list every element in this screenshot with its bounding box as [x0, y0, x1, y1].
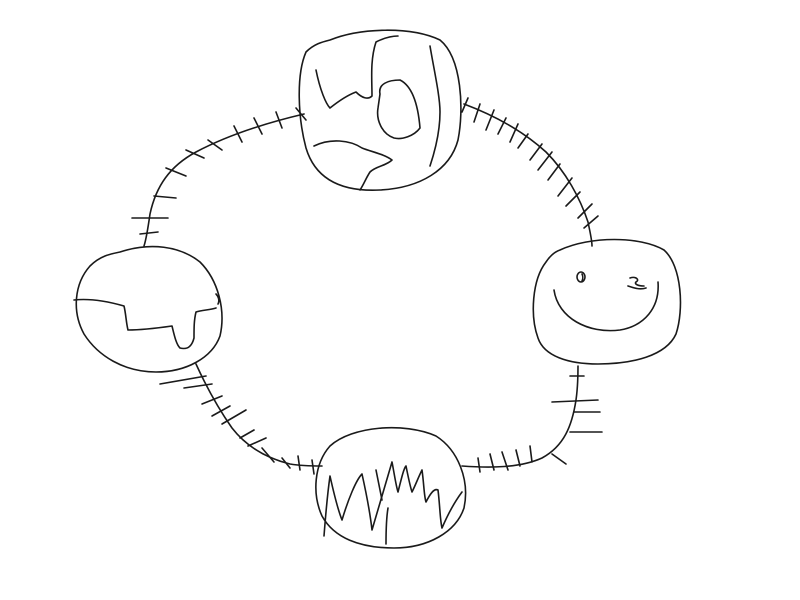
rail-tie: [529, 445, 533, 463]
rail-tie: [461, 97, 469, 113]
rail-top-left: [131, 107, 307, 247]
rail-tie: [517, 133, 529, 149]
rail-tie: [211, 405, 231, 417]
right-smiley-outline: [532, 238, 682, 365]
smiley-left-eye-pupil: [581, 273, 584, 282]
rail-tie: [551, 453, 567, 465]
rail-tie: [221, 409, 247, 425]
rail-tie: [139, 231, 159, 235]
rail-tie: [165, 167, 187, 177]
rail-tie: [233, 125, 243, 143]
rail-tie: [489, 453, 495, 471]
rail-tie: [565, 191, 581, 207]
rail-tie: [547, 163, 561, 181]
rail-bottom-right: [461, 365, 603, 473]
rail-tie: [295, 107, 307, 121]
rail-tie: [239, 429, 255, 439]
rail-tie: [253, 117, 263, 135]
rail-tie: [297, 455, 301, 471]
top-globe-landmass-left: [315, 35, 399, 109]
top-globe-landmass-island: [376, 79, 421, 140]
rail-tie: [485, 109, 495, 131]
rail-tie: [497, 117, 507, 135]
right-smiley-globe: [532, 238, 682, 365]
top-globe: [298, 29, 462, 191]
bottom-globe-outline: [315, 426, 467, 549]
rail-tie: [477, 457, 481, 473]
rail-tie: [201, 395, 223, 405]
smiley-right-eye-wink: [627, 276, 647, 290]
rail-tie: [159, 375, 207, 385]
rail-tie: [583, 215, 599, 229]
rail-tie: [183, 383, 213, 389]
rail-tie: [153, 195, 177, 199]
rail-tie: [275, 111, 283, 129]
rail-tie: [515, 449, 521, 467]
rail-tie: [509, 123, 519, 143]
top-globe-outline: [298, 29, 462, 191]
smiley-left-eye: [576, 271, 586, 283]
left-globe-landmass-edge: [215, 293, 220, 305]
rail-bottom-left: [159, 363, 323, 475]
rail-tie: [557, 177, 573, 197]
rail-top-right-line: [463, 103, 593, 247]
rail-tie: [185, 149, 205, 159]
rail-tie: [207, 139, 223, 151]
rail-tie: [261, 447, 275, 463]
rail-tie: [247, 437, 267, 447]
top-globe-landmass-right: [429, 45, 441, 167]
left-globe-landmass-line: [73, 298, 217, 350]
bottom-globe-spike-extra: [375, 469, 389, 545]
rail-tie: [501, 451, 509, 471]
rail-tie: [281, 457, 291, 469]
left-globe: [73, 245, 223, 373]
bottom-spiky-globe: [315, 426, 467, 549]
rail-top-right: [461, 97, 599, 247]
rail-tie: [311, 459, 315, 475]
rail-bottom-left-line: [195, 363, 323, 467]
left-globe-outline: [75, 245, 223, 373]
rail-tie: [537, 151, 553, 171]
rail-tie: [473, 103, 481, 123]
rail-top-left-line: [143, 113, 305, 247]
top-globe-landmass-bottom: [313, 140, 393, 191]
bottom-globe-spikes: [323, 461, 463, 537]
rail-tie: [577, 203, 593, 219]
rail-tie: [529, 143, 543, 161]
rail-tie: [551, 399, 599, 403]
smiley-mouth: [553, 281, 659, 332]
rail-bottom-right-line: [461, 365, 579, 468]
